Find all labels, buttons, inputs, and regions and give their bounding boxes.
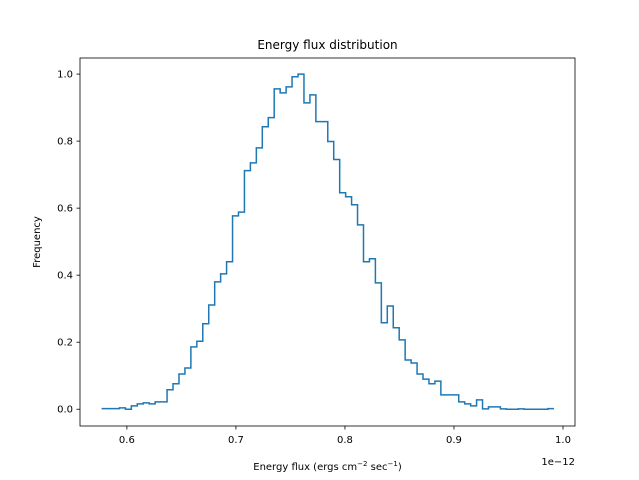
x-tick-label: 0.7 [228,435,244,446]
x-tick-label: 1.0 [555,435,571,446]
histogram-step-line [101,73,554,410]
x-tick-label: 0.6 [119,435,135,446]
y-tick-label: 1.0 [57,70,73,81]
plot-area: 0.6 0.7 0.8 0.9 1.0 0.0 0.2 0.4 0.6 0.8 1.0 [57,57,576,446]
y-tick-label: 0.2 [57,338,73,349]
axes-frame [79,57,576,427]
y-tick-label: 0.4 [57,271,73,282]
chart-title: Energy flux distribution [257,38,397,52]
x-tick-label: 0.9 [446,435,462,446]
y-tick-label: 0.6 [57,204,73,215]
x-axis-label: Energy flux (ergs cm−2 sec−1) [253,460,402,473]
y-axis-label: Frequency [32,216,43,268]
x-offset-label: 1e−12 [541,457,575,468]
y-tick-label: 0.8 [57,137,73,148]
y-tick-label: 0.0 [57,405,73,416]
x-tick-label: 0.8 [337,435,353,446]
